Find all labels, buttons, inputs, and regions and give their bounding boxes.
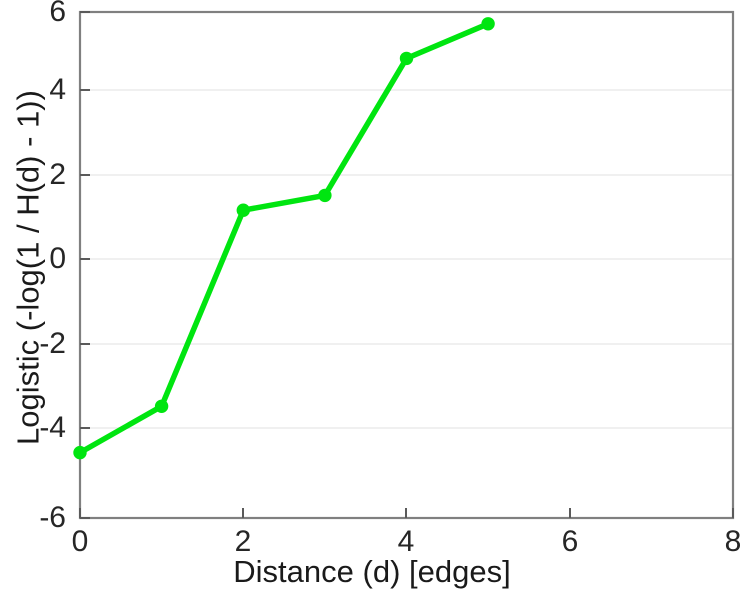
ytick-label--4: -4 [39, 411, 66, 444]
xtick-label-4: 4 [397, 525, 415, 558]
data-point-0 [73, 445, 87, 460]
ytick-label--6: -6 [39, 501, 66, 534]
ytick-label-0: 0 [49, 242, 66, 275]
ytick-label-2: 2 [49, 158, 66, 191]
y-axis-label: Logistic (-log(1 / H(d) - 1)) [10, 90, 46, 445]
data-point-5 [481, 17, 495, 31]
axis-box [78, 10, 735, 520]
data-point-3 [318, 188, 332, 203]
data-point-4 [399, 51, 414, 66]
xtick-label-0: 0 [71, 525, 89, 558]
data-point-1 [154, 399, 169, 413]
x-axis-ticks [79, 508, 734, 518]
plot-border [78, 10, 735, 520]
y-axis-ticks [80, 11, 90, 519]
ytick-label-4: 4 [49, 73, 66, 106]
data-point-2 [236, 203, 251, 217]
x-axis-label: Distance (d) [edges] [233, 554, 511, 589]
data-series-logistic [73, 17, 495, 460]
xtick-label-8: 8 [724, 525, 742, 558]
xtick-label-6: 6 [561, 525, 579, 558]
grid-lines [80, 89, 733, 429]
ytick-label-6: 6 [49, 0, 66, 28]
xtick-label-2: 2 [234, 525, 252, 558]
series-line [77, 21, 491, 456]
ytick-label--2: -2 [39, 327, 66, 360]
